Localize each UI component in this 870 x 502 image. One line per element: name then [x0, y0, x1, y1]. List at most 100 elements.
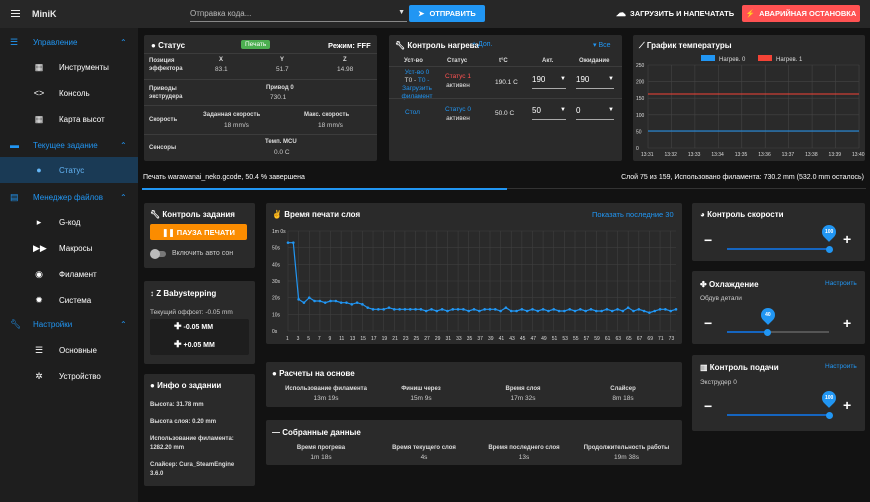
menu-icon[interactable]: [11, 10, 20, 17]
layer-y-tick: 0s: [272, 329, 278, 335]
layer-time-point: [472, 308, 476, 311]
layer-time-point: [493, 308, 497, 311]
fan-configure-link[interactable]: Настроить: [825, 280, 857, 287]
sidebar-item-status[interactable]: ● Статус: [0, 157, 138, 183]
chart-line-icon: ⟋: [639, 41, 645, 50]
layer-time-point: [313, 299, 316, 303]
tool-0-standby-input[interactable]: 190 ▼: [576, 75, 614, 89]
tool-0-action[interactable]: T0 - Загрузить филамент: [401, 77, 433, 100]
temp-x-tick: 13:31: [641, 152, 654, 158]
axis-x-label: X: [219, 57, 224, 63]
axis-z-value: 14.98: [337, 66, 354, 73]
est-slicer-header: Слайсер: [610, 386, 636, 392]
layer-time-point: [424, 309, 428, 313]
sidebar-item-heightmap[interactable]: ▦ Карта высот: [0, 106, 138, 132]
temp-y-tick: 250: [636, 63, 645, 69]
sidebar-item-system[interactable]: ✹ Система: [0, 287, 138, 313]
sidebar-item-machine[interactable]: ✲ Устройство: [0, 363, 138, 389]
pause-button[interactable]: ❚❚ ПАУЗА ПЕЧАТИ: [150, 224, 247, 240]
z-up-label: +0.05 MM: [183, 342, 215, 349]
item-label: Филамент: [59, 269, 97, 279]
axis-y-label: Y: [280, 57, 285, 63]
speeds-label: Скорость: [149, 117, 178, 123]
layer-time-point: [462, 308, 465, 311]
sidebar-item-console[interactable]: <> Консоль: [0, 80, 138, 106]
collected-title-text: Собранные данные: [282, 428, 361, 437]
fan-decrease-button[interactable]: −: [704, 315, 713, 331]
layer-time-point: [483, 308, 486, 311]
layer-time-point: [408, 308, 412, 311]
layer-x-tick: 21: [392, 336, 398, 342]
extrusion-value: 100: [824, 395, 834, 401]
estimations-title-text: Расчеты на основе: [279, 369, 355, 378]
bed-active-input[interactable]: 50 ▼: [532, 106, 566, 120]
layer-x-tick: 15: [360, 336, 366, 342]
job-filament-label: Использование филамента:: [150, 436, 234, 442]
temp-chart-title-text: График температуры: [646, 41, 732, 50]
tool-0-link[interactable]: Уст-во 0 T0 - T0 - Загрузить филамент: [399, 69, 435, 101]
sidebar-group-settings[interactable]: 🔧︎ Настройки ⌃: [0, 314, 138, 334]
extrusion-decrease-button[interactable]: −: [704, 398, 713, 414]
bed-link[interactable]: Стол: [405, 109, 420, 116]
tool-0-active-input[interactable]: 190 ▼: [532, 75, 566, 89]
extrusion-slider-thumb[interactable]: [825, 412, 833, 419]
temp-chart-title: ⟋ График температуры: [639, 41, 732, 51]
sidebar-group-files[interactable]: ▤ Менеджер файлов ⌃: [0, 187, 138, 207]
layer-time-point: [292, 241, 295, 244]
temp-x-tick: 13:35: [735, 152, 748, 158]
z-down-button[interactable]: ✚ -0.05 MM: [174, 321, 213, 332]
sidebar-group-job[interactable]: ▬ Текущее задание ⌃: [0, 135, 138, 155]
status-title: ● Статус: [151, 41, 185, 50]
tool-0-prefix: T0 -: [404, 77, 418, 84]
auto-sleep-toggle[interactable]: [150, 249, 166, 259]
machine-mode: Режим: FFF: [328, 41, 371, 50]
forward-icon: ▶▶: [33, 242, 47, 253]
speed-increase-button[interactable]: +: [843, 231, 852, 247]
fan-increase-button[interactable]: +: [843, 315, 852, 331]
speed-decrease-button[interactable]: −: [704, 232, 713, 248]
sidebar-item-filaments[interactable]: ◉ Филамент: [0, 261, 138, 287]
z-up-button[interactable]: ✚ +0.05 MM: [174, 339, 215, 350]
tool-0-state[interactable]: Статус 1 активен: [445, 72, 471, 90]
upload-print-button[interactable]: ☁ ЗАГРУЗИТЬ И НАПЕЧАТАТЬ: [616, 8, 734, 19]
show-last-layers-toggle[interactable]: Показать последние 30: [592, 210, 674, 219]
fan-slider-track[interactable]: [727, 331, 829, 333]
speed-slider-thumb[interactable]: [825, 246, 833, 253]
sidebar-item-tools[interactable]: ▦ Инструменты: [0, 54, 138, 80]
layer-time-point: [674, 308, 678, 311]
collected-data-panel: — Собранные данные Время прогрева 1m 18s…: [266, 420, 682, 465]
emergency-stop-button[interactable]: ⚡ АВАРИЙНАЯ ОСТАНОВКА: [742, 5, 860, 22]
send-button[interactable]: ➤ ОТПРАВИТЬ: [409, 5, 485, 22]
chevron-down-icon[interactable]: ▼: [398, 9, 405, 16]
sidebar-item-macros[interactable]: ▶▶ Макросы: [0, 235, 138, 261]
dashboard-icon: ▦: [34, 61, 44, 72]
layer-time-point: [648, 311, 651, 314]
layer-x-tick: 11: [339, 336, 344, 342]
item-label: Статус: [59, 165, 85, 175]
extrusion-configure-link[interactable]: Настроить: [825, 363, 857, 370]
sidebar-item-gcode[interactable]: ▸ G-код: [0, 209, 138, 235]
sidebar-item-general[interactable]: ☰ Основные: [0, 337, 138, 363]
z-button-group: [150, 319, 249, 355]
extrusion-title-text: Контроль подачи: [709, 363, 779, 372]
folder-icon: ▤: [10, 191, 19, 202]
plus-minus-icon: ✚: [174, 321, 182, 331]
temp-x-tick: 13:37: [782, 152, 795, 158]
speed-title: ◕ Контроль скорости: [700, 210, 784, 219]
fan-slider-thumb[interactable]: [764, 329, 772, 336]
all-heaters-dropdown[interactable]: ▾ Все: [593, 42, 611, 49]
extrusion-increase-button[interactable]: +: [843, 397, 852, 413]
layer-x-tick: 55: [573, 336, 579, 342]
group-label: Управление: [33, 37, 78, 47]
extra-heaters-toggle[interactable]: + Доп.: [472, 41, 493, 48]
gcode-input[interactable]: Отправка кода... ▼: [190, 7, 407, 22]
bed-standby-input[interactable]: 0 ▼: [576, 106, 614, 120]
layer-time-point: [504, 306, 508, 309]
layer-x-tick: 3: [297, 336, 300, 342]
sidebar-group-control[interactable]: ☰ Управление ⌃: [0, 32, 138, 52]
layer-x-tick: 41: [499, 336, 505, 342]
layer-x-tick: 63: [616, 336, 622, 342]
job-info-title-text: Инфо о задании: [157, 381, 222, 390]
bed-state[interactable]: Статус 0 активен: [445, 105, 471, 123]
axis-y-value: 51.7: [276, 66, 289, 73]
